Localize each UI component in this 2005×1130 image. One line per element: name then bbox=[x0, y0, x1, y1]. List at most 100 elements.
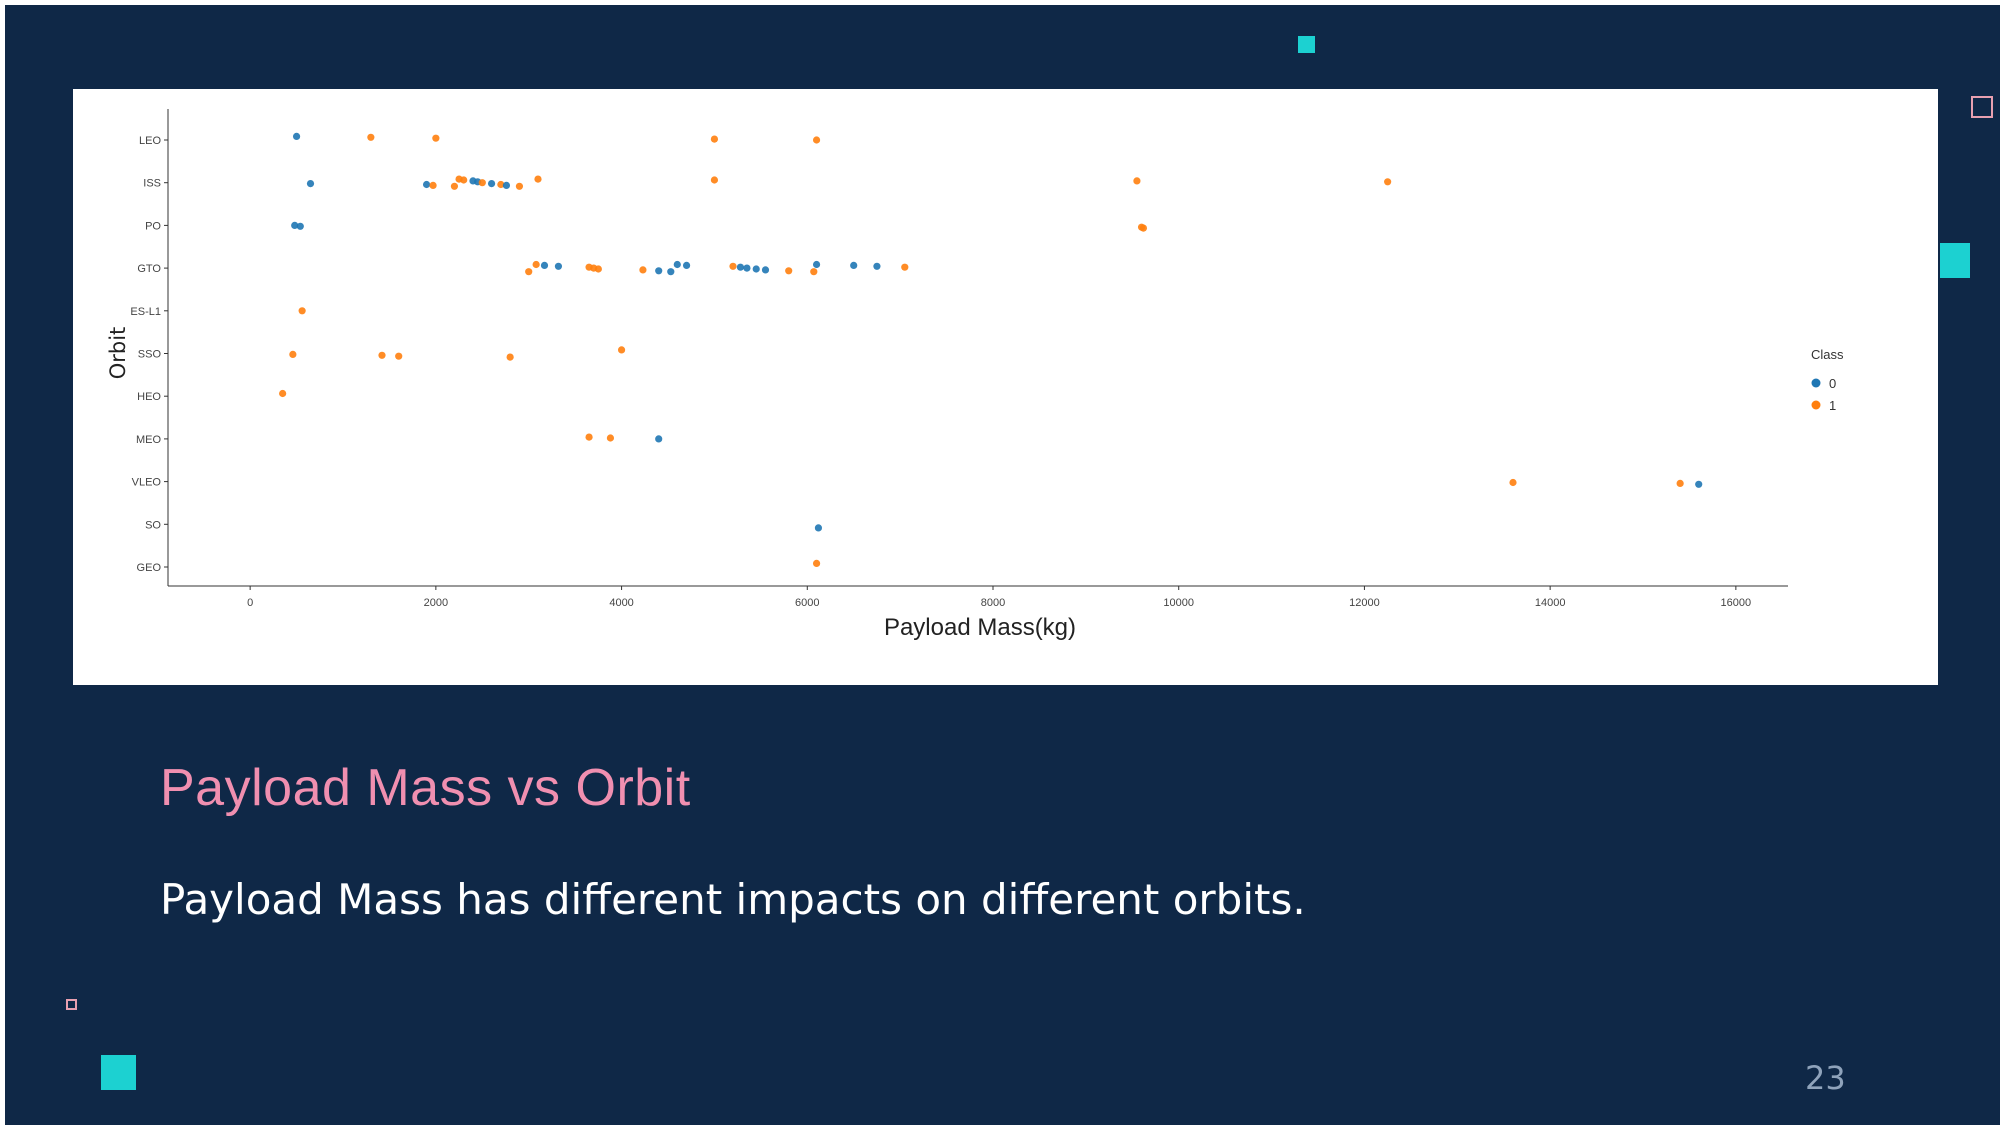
data-point-class-1 bbox=[289, 350, 297, 358]
data-point-class-1 bbox=[506, 353, 514, 361]
data-point-class-0 bbox=[673, 260, 681, 269]
data-point-class-1 bbox=[367, 133, 375, 141]
page-number: 23 bbox=[1805, 1059, 1846, 1097]
data-point-class-0 bbox=[502, 181, 511, 189]
data-point-class-0 bbox=[1695, 480, 1703, 488]
y-tick-label: GEO bbox=[137, 562, 162, 574]
teal-square-decoration bbox=[1940, 243, 1970, 278]
legend-marker-class-0 bbox=[1811, 378, 1821, 388]
data-point-class-1 bbox=[525, 268, 533, 276]
slide: 0 2000 4000 6000 8000 10000 12000 14000 16000 LEO… bbox=[5, 5, 2000, 1125]
data-point-class-0 bbox=[655, 435, 663, 443]
data-point-class-1 bbox=[279, 389, 287, 398]
data-point-class-1 bbox=[812, 559, 821, 567]
data-point-class-0 bbox=[850, 261, 858, 269]
y-axis-label: Orbit bbox=[106, 327, 130, 380]
x-tick-label: 8000 bbox=[981, 597, 1005, 609]
data-point-class-0 bbox=[736, 263, 745, 271]
y-tick-label: HEO bbox=[137, 391, 161, 403]
data-point-class-1 bbox=[585, 433, 593, 441]
data-point-class-0 bbox=[814, 524, 823, 532]
legend-marker-class-1 bbox=[1811, 400, 1821, 410]
pink-outline-square-decoration bbox=[66, 999, 77, 1010]
y-tick-label: ES-L1 bbox=[130, 306, 161, 318]
slide-title: Payload Mass vs Orbit bbox=[160, 759, 691, 817]
data-point-class-1 bbox=[812, 136, 821, 144]
data-point-class-1 bbox=[1139, 224, 1148, 232]
data-point-class-1 bbox=[639, 266, 647, 274]
data-point-class-0 bbox=[554, 262, 563, 270]
data-point-class-0 bbox=[292, 132, 301, 140]
teal-square-decoration bbox=[101, 1055, 136, 1090]
data-point-class-1 bbox=[1384, 178, 1392, 186]
chart-panel: 0 2000 4000 6000 8000 10000 12000 14000 16000 LEO… bbox=[73, 89, 1938, 685]
data-point-class-0 bbox=[873, 262, 881, 270]
y-tick-label: VLEO bbox=[132, 477, 162, 489]
data-point-class-1 bbox=[378, 351, 386, 359]
y-tick-label: MEO bbox=[136, 434, 162, 446]
legend: Class 0 1 bbox=[1811, 347, 1844, 413]
data-point-class-1 bbox=[606, 434, 615, 442]
y-tick-label: LEO bbox=[139, 135, 161, 147]
data-point-class-0 bbox=[682, 261, 691, 269]
data-point-class-1 bbox=[534, 175, 542, 183]
teal-square-decoration bbox=[1298, 36, 1315, 53]
data-point-class-0 bbox=[306, 180, 315, 188]
data-point-class-1 bbox=[532, 260, 540, 269]
data-point-class-1 bbox=[1133, 177, 1141, 185]
data-point-class-1 bbox=[810, 268, 818, 276]
data-point-class-0 bbox=[752, 265, 760, 273]
y-tick-label: SSO bbox=[138, 349, 162, 361]
data-point-class-0 bbox=[667, 268, 675, 276]
x-axis-label: Payload Mass(kg) bbox=[884, 614, 1076, 641]
x-tick-label: 0 bbox=[247, 597, 253, 609]
data-points bbox=[279, 132, 1703, 567]
data-point-class-1 bbox=[515, 182, 524, 190]
legend-title: Class bbox=[1811, 347, 1844, 362]
data-point-class-1 bbox=[729, 262, 737, 270]
data-point-class-1 bbox=[395, 352, 403, 360]
legend-label-class-1: 1 bbox=[1829, 398, 1836, 413]
x-tick-label: 6000 bbox=[795, 597, 819, 609]
y-tick-label: PO bbox=[145, 220, 161, 232]
x-tick-label: 10000 bbox=[1163, 597, 1194, 609]
data-point-class-0 bbox=[540, 261, 549, 269]
x-tick-label: 12000 bbox=[1349, 597, 1380, 609]
data-point-class-1 bbox=[785, 267, 793, 275]
data-point-class-0 bbox=[422, 180, 431, 189]
data-point-class-0 bbox=[655, 267, 663, 275]
data-point-class-1 bbox=[460, 176, 468, 184]
slide-body-text: Payload Mass has different impacts on di… bbox=[160, 875, 1306, 924]
data-point-class-0 bbox=[761, 266, 770, 274]
data-point-class-0 bbox=[743, 264, 751, 272]
data-point-class-0 bbox=[296, 222, 304, 230]
data-point-class-0 bbox=[487, 180, 496, 188]
y-tick-label: ISS bbox=[143, 178, 161, 190]
tick-labels: 0 2000 4000 6000 8000 10000 12000 14000 16000 LEO… bbox=[130, 135, 1751, 609]
pink-outline-square-decoration bbox=[1971, 96, 1993, 118]
data-point-class-1 bbox=[1676, 479, 1684, 487]
data-point-class-1 bbox=[1509, 478, 1517, 487]
x-tick-label: 14000 bbox=[1535, 597, 1566, 609]
data-point-class-1 bbox=[594, 265, 602, 273]
data-point-class-0 bbox=[291, 221, 299, 229]
x-tick-label: 16000 bbox=[1721, 597, 1752, 609]
data-point-class-0 bbox=[812, 260, 821, 269]
y-tick-label: SO bbox=[145, 519, 161, 531]
data-point-class-1 bbox=[710, 135, 719, 143]
payload-orbit-scatter-chart: 0 2000 4000 6000 8000 10000 12000 14000 16000 LEO… bbox=[106, 109, 1844, 641]
axes bbox=[167, 109, 1788, 587]
data-point-class-1 bbox=[298, 307, 306, 315]
data-point-class-1 bbox=[497, 180, 505, 189]
y-tick-label: GTO bbox=[137, 263, 161, 275]
data-point-class-1 bbox=[432, 134, 440, 142]
data-point-class-1 bbox=[901, 263, 909, 271]
legend-label-class-0: 0 bbox=[1829, 376, 1836, 391]
data-point-class-1 bbox=[429, 181, 437, 189]
data-point-class-1 bbox=[450, 182, 459, 190]
data-point-class-1 bbox=[617, 346, 626, 354]
data-point-class-1 bbox=[710, 176, 719, 184]
data-point-class-1 bbox=[478, 179, 486, 187]
x-tick-label: 2000 bbox=[424, 597, 448, 609]
x-tick-label: 4000 bbox=[609, 597, 633, 609]
